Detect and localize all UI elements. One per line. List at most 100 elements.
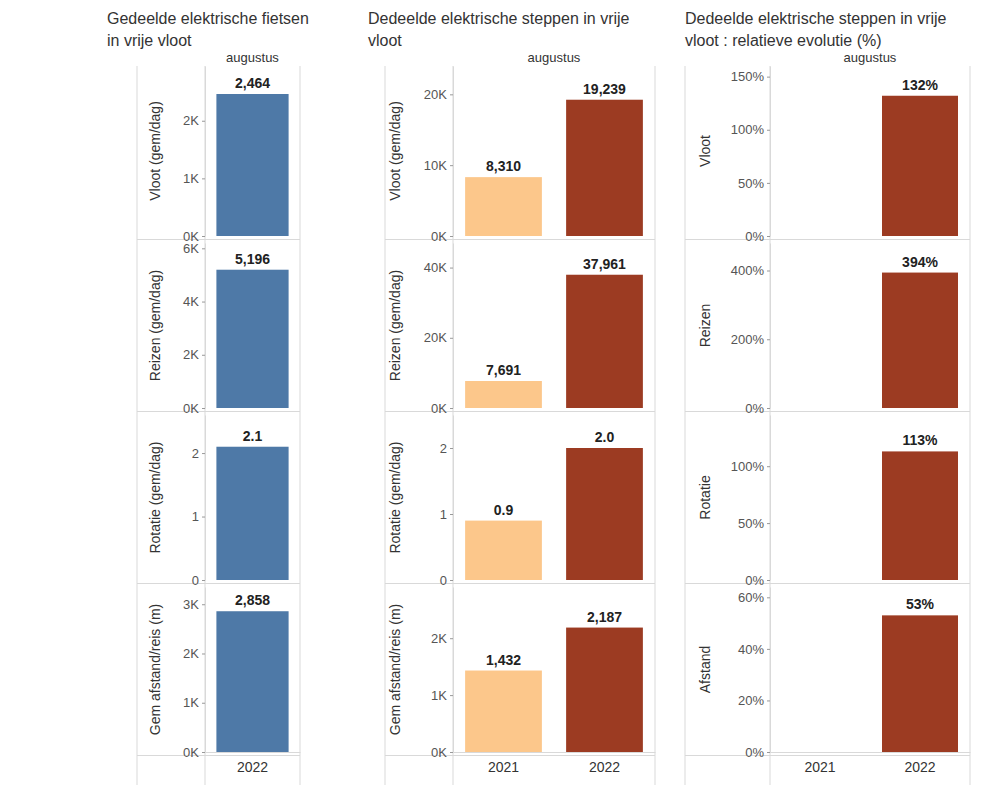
y-tick-mark xyxy=(767,339,770,340)
panel: 2,4640K1K2KVloot (gem/dag)Gedeelde elekt… xyxy=(107,10,309,244)
data-label: 394% xyxy=(902,254,938,270)
pane-border xyxy=(137,66,138,785)
y-tick-mark xyxy=(767,700,770,701)
pane-border xyxy=(770,66,771,785)
y-tick: 20K xyxy=(424,87,453,102)
y-tick: 1K xyxy=(183,695,205,710)
y-axis: 0K20K40K xyxy=(424,244,454,416)
y-tick-label: 0% xyxy=(745,401,764,416)
x-tick-label: 2021 xyxy=(804,759,835,775)
y-tick-label: 1 xyxy=(440,507,447,522)
y-axis-title: Gem afstand/reis (m) xyxy=(147,604,163,735)
panel: 0.92.0012Rotatie (gem/dag) xyxy=(387,416,643,588)
y-axis-title: Reizen xyxy=(697,304,713,348)
y-tick-label: 0K xyxy=(183,745,199,760)
data-label: 113% xyxy=(902,432,938,448)
y-tick: 100% xyxy=(731,459,770,474)
y-tick: 100% xyxy=(731,122,770,137)
x-tick: 2021 xyxy=(804,759,835,775)
y-axis: 012 xyxy=(192,416,206,588)
y-tick: 20% xyxy=(738,693,770,708)
y-tick-label: 0% xyxy=(745,573,764,588)
pane-border xyxy=(385,411,655,412)
panel: 7,69137,9610K20K40KReizen (gem/dag) xyxy=(387,244,643,416)
y-tick: 2K xyxy=(183,347,205,362)
y-axis-line xyxy=(453,416,454,581)
y-tick: 0K xyxy=(431,229,453,244)
y-tick-mark xyxy=(767,523,770,524)
pane-border xyxy=(137,411,300,412)
data-labels: 1,4322,187 xyxy=(486,609,622,668)
x-tick: 2022 xyxy=(237,759,268,775)
y-tick-mark xyxy=(767,649,770,650)
y-axis: 0K10K20K xyxy=(424,67,454,244)
y-tick: 1K xyxy=(431,688,453,703)
bars xyxy=(216,270,288,408)
y-tick-label: 2K xyxy=(183,347,199,362)
y-axis-title: Vloot xyxy=(697,135,713,167)
pane-border xyxy=(685,239,970,240)
bars xyxy=(216,611,288,752)
y-tick-label: 2 xyxy=(192,446,199,461)
bar xyxy=(882,451,958,580)
bars xyxy=(216,94,288,236)
y-tick: 200% xyxy=(731,332,770,347)
y-axis-title: Afstand xyxy=(697,646,713,693)
y-tick-mark xyxy=(450,236,453,237)
bar xyxy=(566,275,643,408)
y-tick: 2K xyxy=(183,646,205,661)
data-labels: 2,464 xyxy=(235,75,270,91)
subtitle: augustus xyxy=(226,50,279,65)
pane-border xyxy=(137,239,300,240)
y-axis: 0%50%100%150% xyxy=(731,67,771,244)
data-labels: 7,69137,961 xyxy=(486,256,626,378)
y-tick: 0% xyxy=(745,401,770,416)
data-labels: 53% xyxy=(906,596,935,612)
y-tick-mark xyxy=(202,752,205,753)
y-tick: 1 xyxy=(192,509,205,524)
pane-border xyxy=(300,66,301,785)
bar xyxy=(465,671,542,752)
bar xyxy=(566,448,643,580)
x-tick-label: 2022 xyxy=(237,759,268,775)
pane-border xyxy=(453,66,454,785)
data-label: 2.1 xyxy=(243,428,263,444)
data-labels: 113% xyxy=(902,432,938,448)
y-tick: 60% xyxy=(738,590,770,605)
pane-border xyxy=(685,66,686,785)
y-axis: 0%20%40%60% xyxy=(738,588,771,760)
data-label: 132% xyxy=(902,77,938,93)
bar xyxy=(566,628,643,752)
y-tick-mark xyxy=(202,302,205,303)
y-tick-label: 0K xyxy=(183,401,199,416)
panel: 53%0%20%40%60%Afstand20212022 xyxy=(697,588,971,775)
y-tick-label: 20% xyxy=(738,693,764,708)
y-axis-title: Vloot (gem/dag) xyxy=(387,101,403,201)
y-tick-label: 60% xyxy=(738,590,764,605)
y-tick: 3K xyxy=(183,597,205,612)
y-tick-label: 0K xyxy=(431,401,447,416)
data-label: 2,858 xyxy=(235,592,270,608)
y-tick: 6K xyxy=(183,241,205,256)
panel: 113%0%50%100%Rotatie xyxy=(697,416,958,588)
y-axis-title: Gem afstand/reis (m) xyxy=(387,604,403,735)
y-tick-label: 0% xyxy=(745,745,764,760)
title: Dedeelde elektrische steppen in vrijevlo… xyxy=(685,10,947,49)
y-tick-label: 50% xyxy=(738,516,764,531)
pane-border xyxy=(137,583,300,584)
y-axis-line xyxy=(770,244,771,409)
subtitle: augustus xyxy=(844,50,897,65)
y-tick-label: 0K xyxy=(431,229,447,244)
y-tick: 40K xyxy=(424,260,453,275)
panel: 394%0%200%400%Reizen xyxy=(697,244,958,416)
bar xyxy=(566,100,643,236)
y-tick: 0K xyxy=(183,401,205,416)
data-labels: 2.1 xyxy=(243,428,263,444)
y-tick-label: 2K xyxy=(183,646,199,661)
bar xyxy=(216,270,288,408)
y-axis-title: Vloot (gem/dag) xyxy=(147,101,163,201)
y-axis-title: Rotatie (gem/dag) xyxy=(147,441,163,553)
x-tick-label: 2022 xyxy=(904,759,935,775)
data-label: 0.9 xyxy=(494,502,514,518)
y-tick-mark xyxy=(202,355,205,356)
